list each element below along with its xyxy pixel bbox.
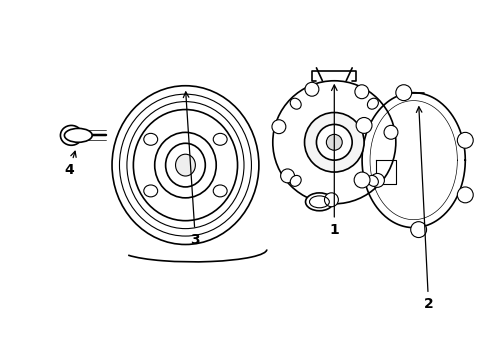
Circle shape [383,125,397,139]
Ellipse shape [112,86,258,244]
Circle shape [304,113,364,172]
Circle shape [410,222,426,238]
Circle shape [353,172,369,188]
Circle shape [456,187,472,203]
Ellipse shape [305,193,333,211]
Ellipse shape [133,109,237,221]
Circle shape [305,82,318,96]
Text: 4: 4 [64,151,76,177]
Ellipse shape [61,125,82,145]
Ellipse shape [213,185,226,197]
Ellipse shape [143,185,157,197]
Circle shape [271,120,285,134]
Ellipse shape [154,132,216,198]
Text: 3: 3 [183,92,200,247]
Circle shape [370,174,384,187]
Circle shape [355,117,371,133]
Ellipse shape [64,129,92,142]
Circle shape [354,85,368,99]
Circle shape [395,85,411,100]
Circle shape [280,169,294,183]
Ellipse shape [143,133,157,145]
Circle shape [325,134,342,150]
Circle shape [272,81,395,204]
Circle shape [316,125,351,160]
Text: 1: 1 [329,85,339,237]
Text: 2: 2 [415,107,432,311]
Ellipse shape [290,98,301,109]
Ellipse shape [366,175,378,186]
Ellipse shape [366,98,378,109]
Circle shape [456,132,472,148]
Ellipse shape [290,175,301,186]
Ellipse shape [175,154,195,176]
Ellipse shape [213,133,226,145]
Circle shape [324,193,338,207]
Ellipse shape [165,143,205,187]
